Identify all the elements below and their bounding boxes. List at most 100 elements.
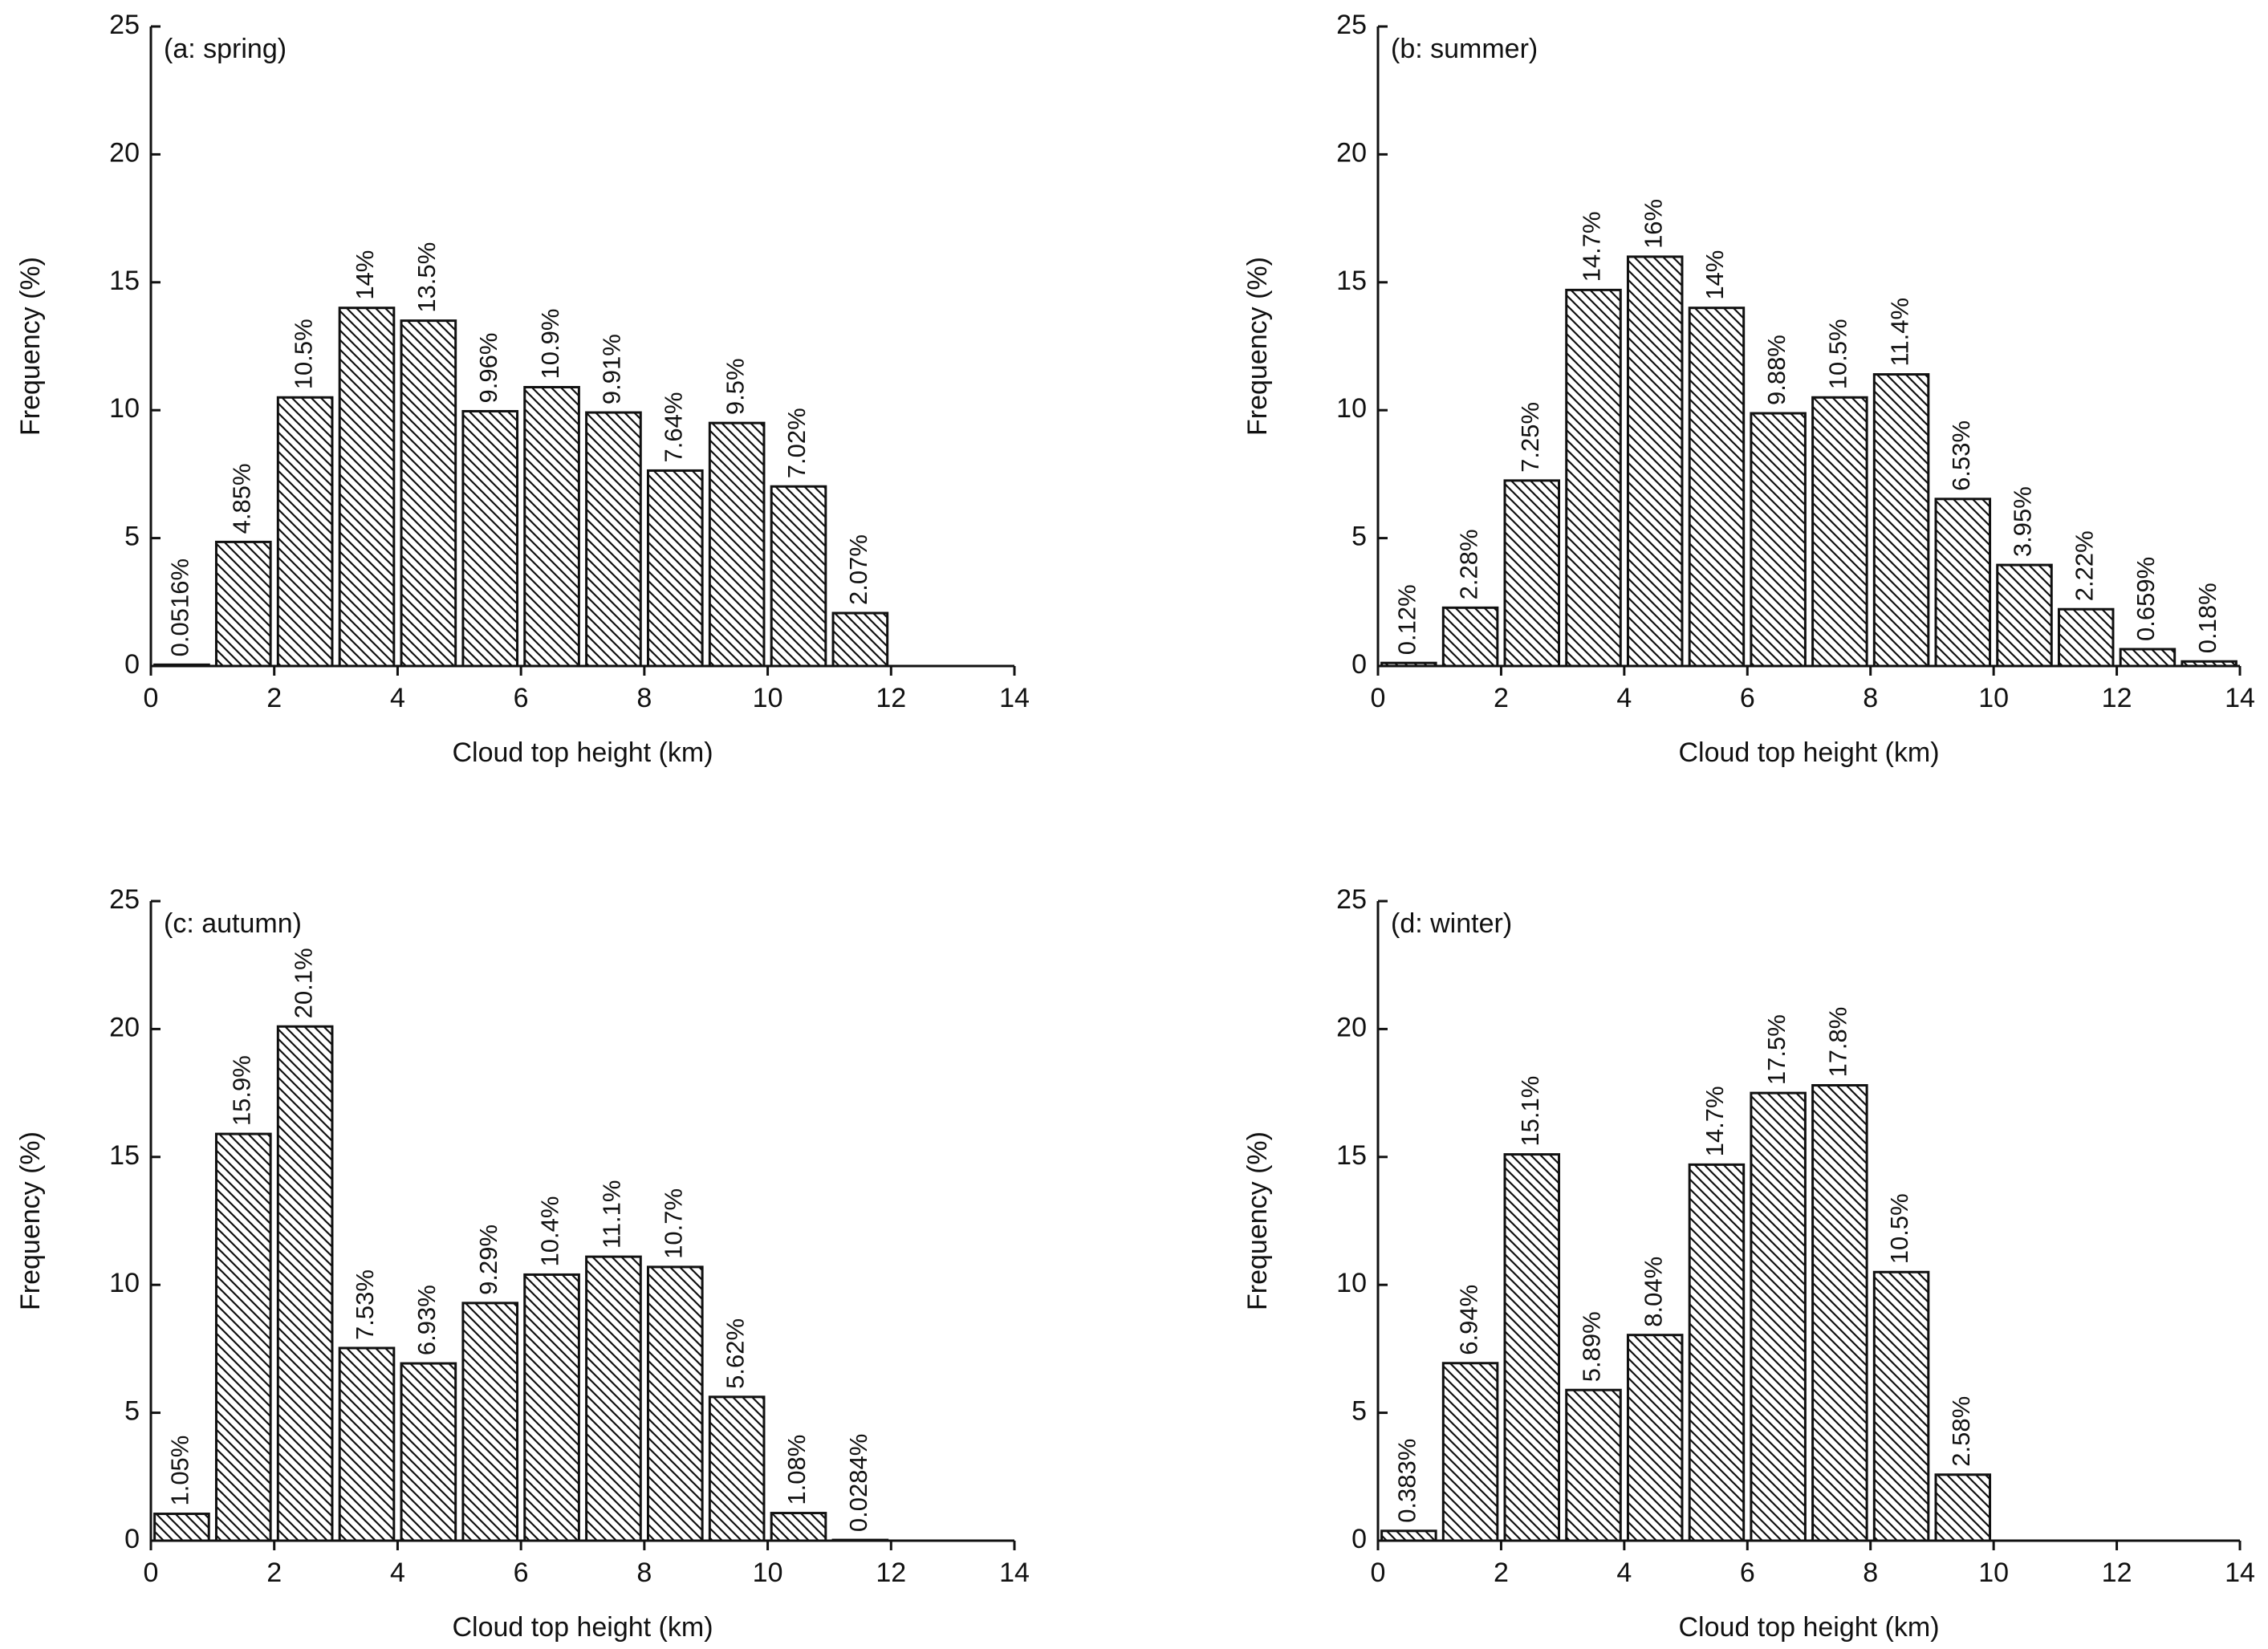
x-tick-label: 10 <box>1978 683 2009 713</box>
x-tick-label: 4 <box>390 683 405 713</box>
bar <box>276 1025 334 1542</box>
value-label: 0.659% <box>2132 557 2160 641</box>
bar <box>585 1255 642 1542</box>
x-tick-label: 8 <box>636 683 652 713</box>
y-tick-label: 15 <box>1336 1140 1367 1171</box>
panel-title: (d: winter) <box>1391 908 1512 939</box>
x-tick-label: 8 <box>1863 683 1878 713</box>
value-label: 9.88% <box>1762 335 1790 405</box>
value-label: 7.25% <box>1516 402 1544 473</box>
y-tick-label: 0 <box>124 649 140 680</box>
bar <box>338 307 396 668</box>
value-label: 14.7% <box>1701 1086 1729 1156</box>
value-label: 7.02% <box>782 408 811 478</box>
bar <box>1872 1270 1930 1542</box>
bar <box>523 1273 580 1542</box>
bar <box>276 396 334 668</box>
value-label: 0.12% <box>1393 584 1421 655</box>
bar <box>646 469 704 668</box>
value-label: 5.62% <box>721 1318 749 1389</box>
value-label: 13.5% <box>413 242 441 313</box>
x-tick-label: 4 <box>1616 683 1632 713</box>
bar <box>770 485 827 668</box>
bar <box>523 386 580 668</box>
value-label: 11.4% <box>1885 298 1913 367</box>
x-tick-label: 14 <box>999 683 1030 713</box>
y-tick-label: 0 <box>124 1524 140 1554</box>
y-tick-label: 5 <box>1351 1396 1367 1427</box>
x-tick-label: 4 <box>1616 1558 1632 1588</box>
x-tick-label: 12 <box>876 683 906 713</box>
y-tick-label: 25 <box>109 10 140 40</box>
bar <box>1503 1153 1561 1542</box>
y-axis-label: Frequency (%) <box>1242 257 1273 436</box>
bar <box>1380 1529 1437 1542</box>
value-label: 9.96% <box>474 333 502 404</box>
x-tick-label: 14 <box>2225 1558 2255 1588</box>
value-label: 3.95% <box>2009 486 2037 557</box>
y-tick-label: 20 <box>109 1012 140 1042</box>
y-axis-label: Frequency (%) <box>15 1131 46 1310</box>
value-label: 0.0516% <box>166 558 194 656</box>
x-tick-label: 6 <box>514 1558 529 1588</box>
value-label: 6.93% <box>413 1285 441 1355</box>
bar <box>1565 1388 1622 1542</box>
y-tick-label: 15 <box>1336 266 1367 296</box>
x-tick-label: 10 <box>753 683 783 713</box>
bar <box>2057 607 2115 668</box>
y-tick-label: 25 <box>109 884 140 915</box>
x-tick-label: 14 <box>999 1558 1030 1588</box>
bar <box>1872 373 1930 668</box>
bar <box>1750 1091 1807 1542</box>
value-label: 2.58% <box>1947 1396 1975 1467</box>
value-label: 6.94% <box>1454 1285 1482 1355</box>
bar <box>400 319 457 668</box>
bar <box>1996 563 2053 668</box>
value-label: 20.1% <box>289 948 317 1018</box>
value-label: 0.18% <box>2193 583 2221 653</box>
value-label: 17.8% <box>1824 1007 1852 1078</box>
y-tick-label: 0 <box>1351 649 1367 680</box>
bar <box>708 1395 766 1542</box>
x-tick-label: 0 <box>144 683 159 713</box>
x-tick-label: 12 <box>2102 683 2132 713</box>
value-label: 0.383% <box>1393 1439 1421 1523</box>
y-tick-label: 20 <box>1336 137 1367 168</box>
bar <box>1565 288 1622 668</box>
panel-title: (b: summer) <box>1391 34 1538 64</box>
value-label: 11.1% <box>598 1180 626 1249</box>
value-label: 1.08% <box>782 1435 811 1505</box>
bar <box>461 409 519 668</box>
value-label: 14% <box>1701 250 1729 300</box>
y-tick-label: 0 <box>1351 1524 1367 1554</box>
x-tick-label: 6 <box>1740 1558 1755 1588</box>
bar <box>1626 255 1684 668</box>
y-tick-label: 15 <box>109 1140 140 1171</box>
x-tick-label: 0 <box>1371 1558 1386 1588</box>
value-label: 14.7% <box>1578 211 1606 282</box>
value-label: 10.7% <box>659 1188 687 1259</box>
x-axis-label: Cloud top height (km) <box>1678 1612 1939 1643</box>
x-axis-label: Cloud top height (km) <box>1678 737 1939 768</box>
bar <box>1688 1163 1746 1542</box>
y-tick-label: 25 <box>1336 884 1367 915</box>
value-label: 4.85% <box>227 463 255 534</box>
bar <box>708 421 766 668</box>
y-tick-label: 10 <box>109 1268 140 1298</box>
value-label: 0.0284% <box>844 1434 872 1532</box>
value-label: 2.28% <box>1454 529 1482 599</box>
bar <box>214 540 272 668</box>
value-label: 9.91% <box>598 334 626 404</box>
panel-title: (a: spring) <box>164 34 287 64</box>
y-tick-label: 5 <box>1351 522 1367 552</box>
y-tick-label: 5 <box>124 522 140 552</box>
y-axis-label: Frequency (%) <box>1242 1131 1273 1310</box>
value-label: 8.04% <box>1639 1257 1667 1327</box>
bar <box>1750 412 1807 668</box>
x-tick-label: 4 <box>390 1558 405 1588</box>
x-tick-label: 14 <box>2225 683 2255 713</box>
y-tick-label: 25 <box>1336 10 1367 40</box>
value-label: 10.5% <box>289 319 317 389</box>
bar <box>338 1346 396 1542</box>
